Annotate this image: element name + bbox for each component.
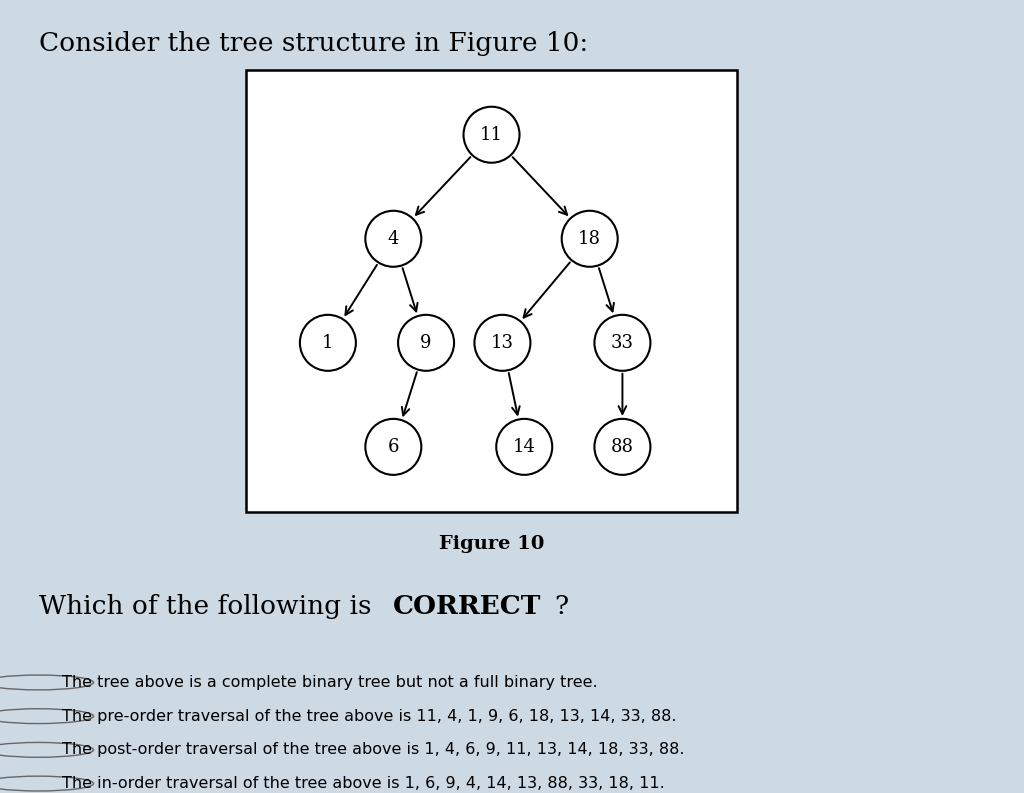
Ellipse shape xyxy=(594,419,650,475)
Text: Which of the following is: Which of the following is xyxy=(39,594,380,619)
Text: 9: 9 xyxy=(420,334,432,352)
Text: 14: 14 xyxy=(513,438,536,456)
Circle shape xyxy=(0,709,93,723)
Text: 33: 33 xyxy=(611,334,634,352)
Text: The pre-order traversal of the tree above is 11, 4, 1, 9, 6, 18, 13, 14, 33, 88.: The pre-order traversal of the tree abov… xyxy=(62,709,677,724)
Ellipse shape xyxy=(464,107,519,163)
Text: 88: 88 xyxy=(611,438,634,456)
Ellipse shape xyxy=(300,315,356,371)
Text: CORRECT: CORRECT xyxy=(393,594,542,619)
Text: 11: 11 xyxy=(480,126,503,144)
Ellipse shape xyxy=(398,315,454,371)
Text: ?: ? xyxy=(554,594,568,619)
Text: The in-order traversal of the tree above is 1, 6, 9, 4, 14, 13, 88, 33, 18, 11.: The in-order traversal of the tree above… xyxy=(62,776,666,791)
Text: 18: 18 xyxy=(579,230,601,247)
Ellipse shape xyxy=(497,419,552,475)
Text: The post-order traversal of the tree above is 1, 4, 6, 9, 11, 13, 14, 18, 33, 88: The post-order traversal of the tree abo… xyxy=(62,742,685,757)
Ellipse shape xyxy=(366,419,421,475)
Text: 13: 13 xyxy=(490,334,514,352)
Bar xyxy=(246,70,737,512)
Ellipse shape xyxy=(594,315,650,371)
Text: 4: 4 xyxy=(388,230,399,247)
Circle shape xyxy=(0,776,93,791)
Text: 6: 6 xyxy=(388,438,399,456)
Text: 1: 1 xyxy=(323,334,334,352)
Ellipse shape xyxy=(366,211,421,266)
Ellipse shape xyxy=(562,211,617,266)
Circle shape xyxy=(0,675,93,690)
Ellipse shape xyxy=(474,315,530,371)
Text: Figure 10: Figure 10 xyxy=(439,535,544,554)
Circle shape xyxy=(0,742,93,757)
Text: Consider the tree structure in Figure 10:: Consider the tree structure in Figure 10… xyxy=(39,31,589,56)
Text: The tree above is a complete binary tree but not a full binary tree.: The tree above is a complete binary tree… xyxy=(62,675,598,690)
